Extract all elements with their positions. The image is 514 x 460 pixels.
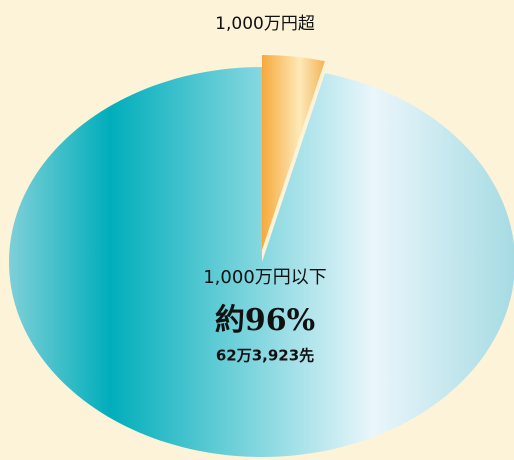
annotation: 62万3,923先 [216,347,314,365]
pie-slice [262,55,325,250]
slice-label: 1,000万円以下 [203,267,327,288]
value-label: 約96% [215,303,315,338]
slice-label: 1,000万円超 [215,14,315,34]
pie-slice [9,67,514,457]
